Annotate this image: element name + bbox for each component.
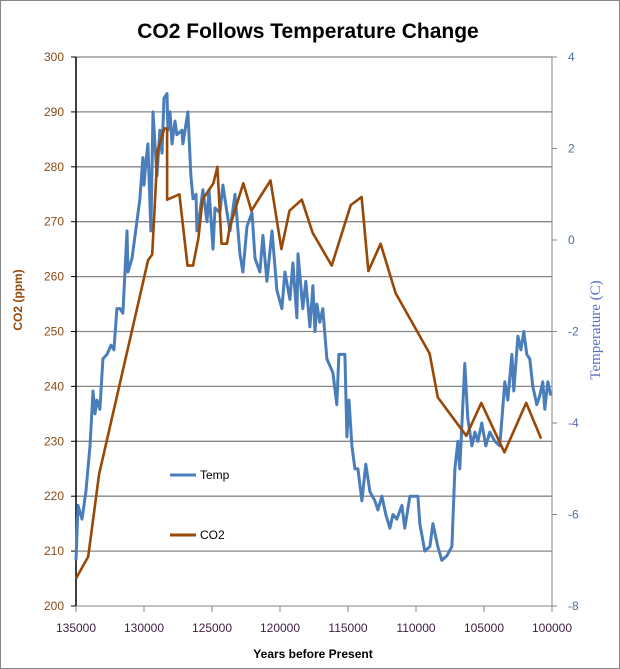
- y-tick-label: 280: [44, 160, 64, 174]
- y-tick-label: 290: [44, 105, 64, 119]
- x-tick-label: 135000: [56, 621, 96, 635]
- x-tick-label: 100000: [532, 621, 572, 635]
- x-tick-label: 120000: [260, 621, 300, 635]
- x-tick-label: 130000: [124, 621, 164, 635]
- co2-series-line: [74, 127, 543, 580]
- legend: Temp CO2: [170, 468, 230, 542]
- y-tick-label: 270: [44, 215, 64, 229]
- y-tick-label: 250: [44, 325, 64, 339]
- y2-axis-label: Temperature (C): [588, 280, 604, 379]
- x-tick-label: 110000: [396, 621, 435, 635]
- y-tick-label: 200: [44, 599, 64, 613]
- y-tick-label: 240: [44, 379, 64, 393]
- y-tick-label: 230: [44, 434, 64, 448]
- x-tick-label: 105000: [464, 621, 504, 635]
- legend-co2-label: CO2: [200, 528, 225, 542]
- y2-tick-label: 4: [568, 50, 575, 64]
- y2-tick-label: -2: [568, 325, 579, 339]
- y2-tick-label: -8: [568, 599, 579, 613]
- chart-title: CO2 Follows Temperature Change: [137, 20, 479, 43]
- x-axis-label: Years before Present: [253, 647, 372, 661]
- y-tick-label: 300: [44, 50, 64, 64]
- y2-tick-label: -4: [568, 416, 579, 430]
- x-tick-label: 115000: [328, 621, 367, 635]
- temp-series-line: [74, 92, 553, 562]
- x-tick-label: 125000: [192, 621, 232, 635]
- y-axis-label: CO2 (ppm): [11, 269, 25, 330]
- y2-tick-label: 2: [568, 142, 575, 156]
- y-tick-label: 260: [44, 270, 64, 284]
- y2-tick-label: 0: [568, 233, 575, 247]
- y-tick-label: 210: [44, 544, 64, 558]
- legend-temp-label: Temp: [200, 468, 230, 482]
- y-tick-label: 220: [44, 489, 64, 503]
- y2-tick-label: -6: [568, 508, 579, 522]
